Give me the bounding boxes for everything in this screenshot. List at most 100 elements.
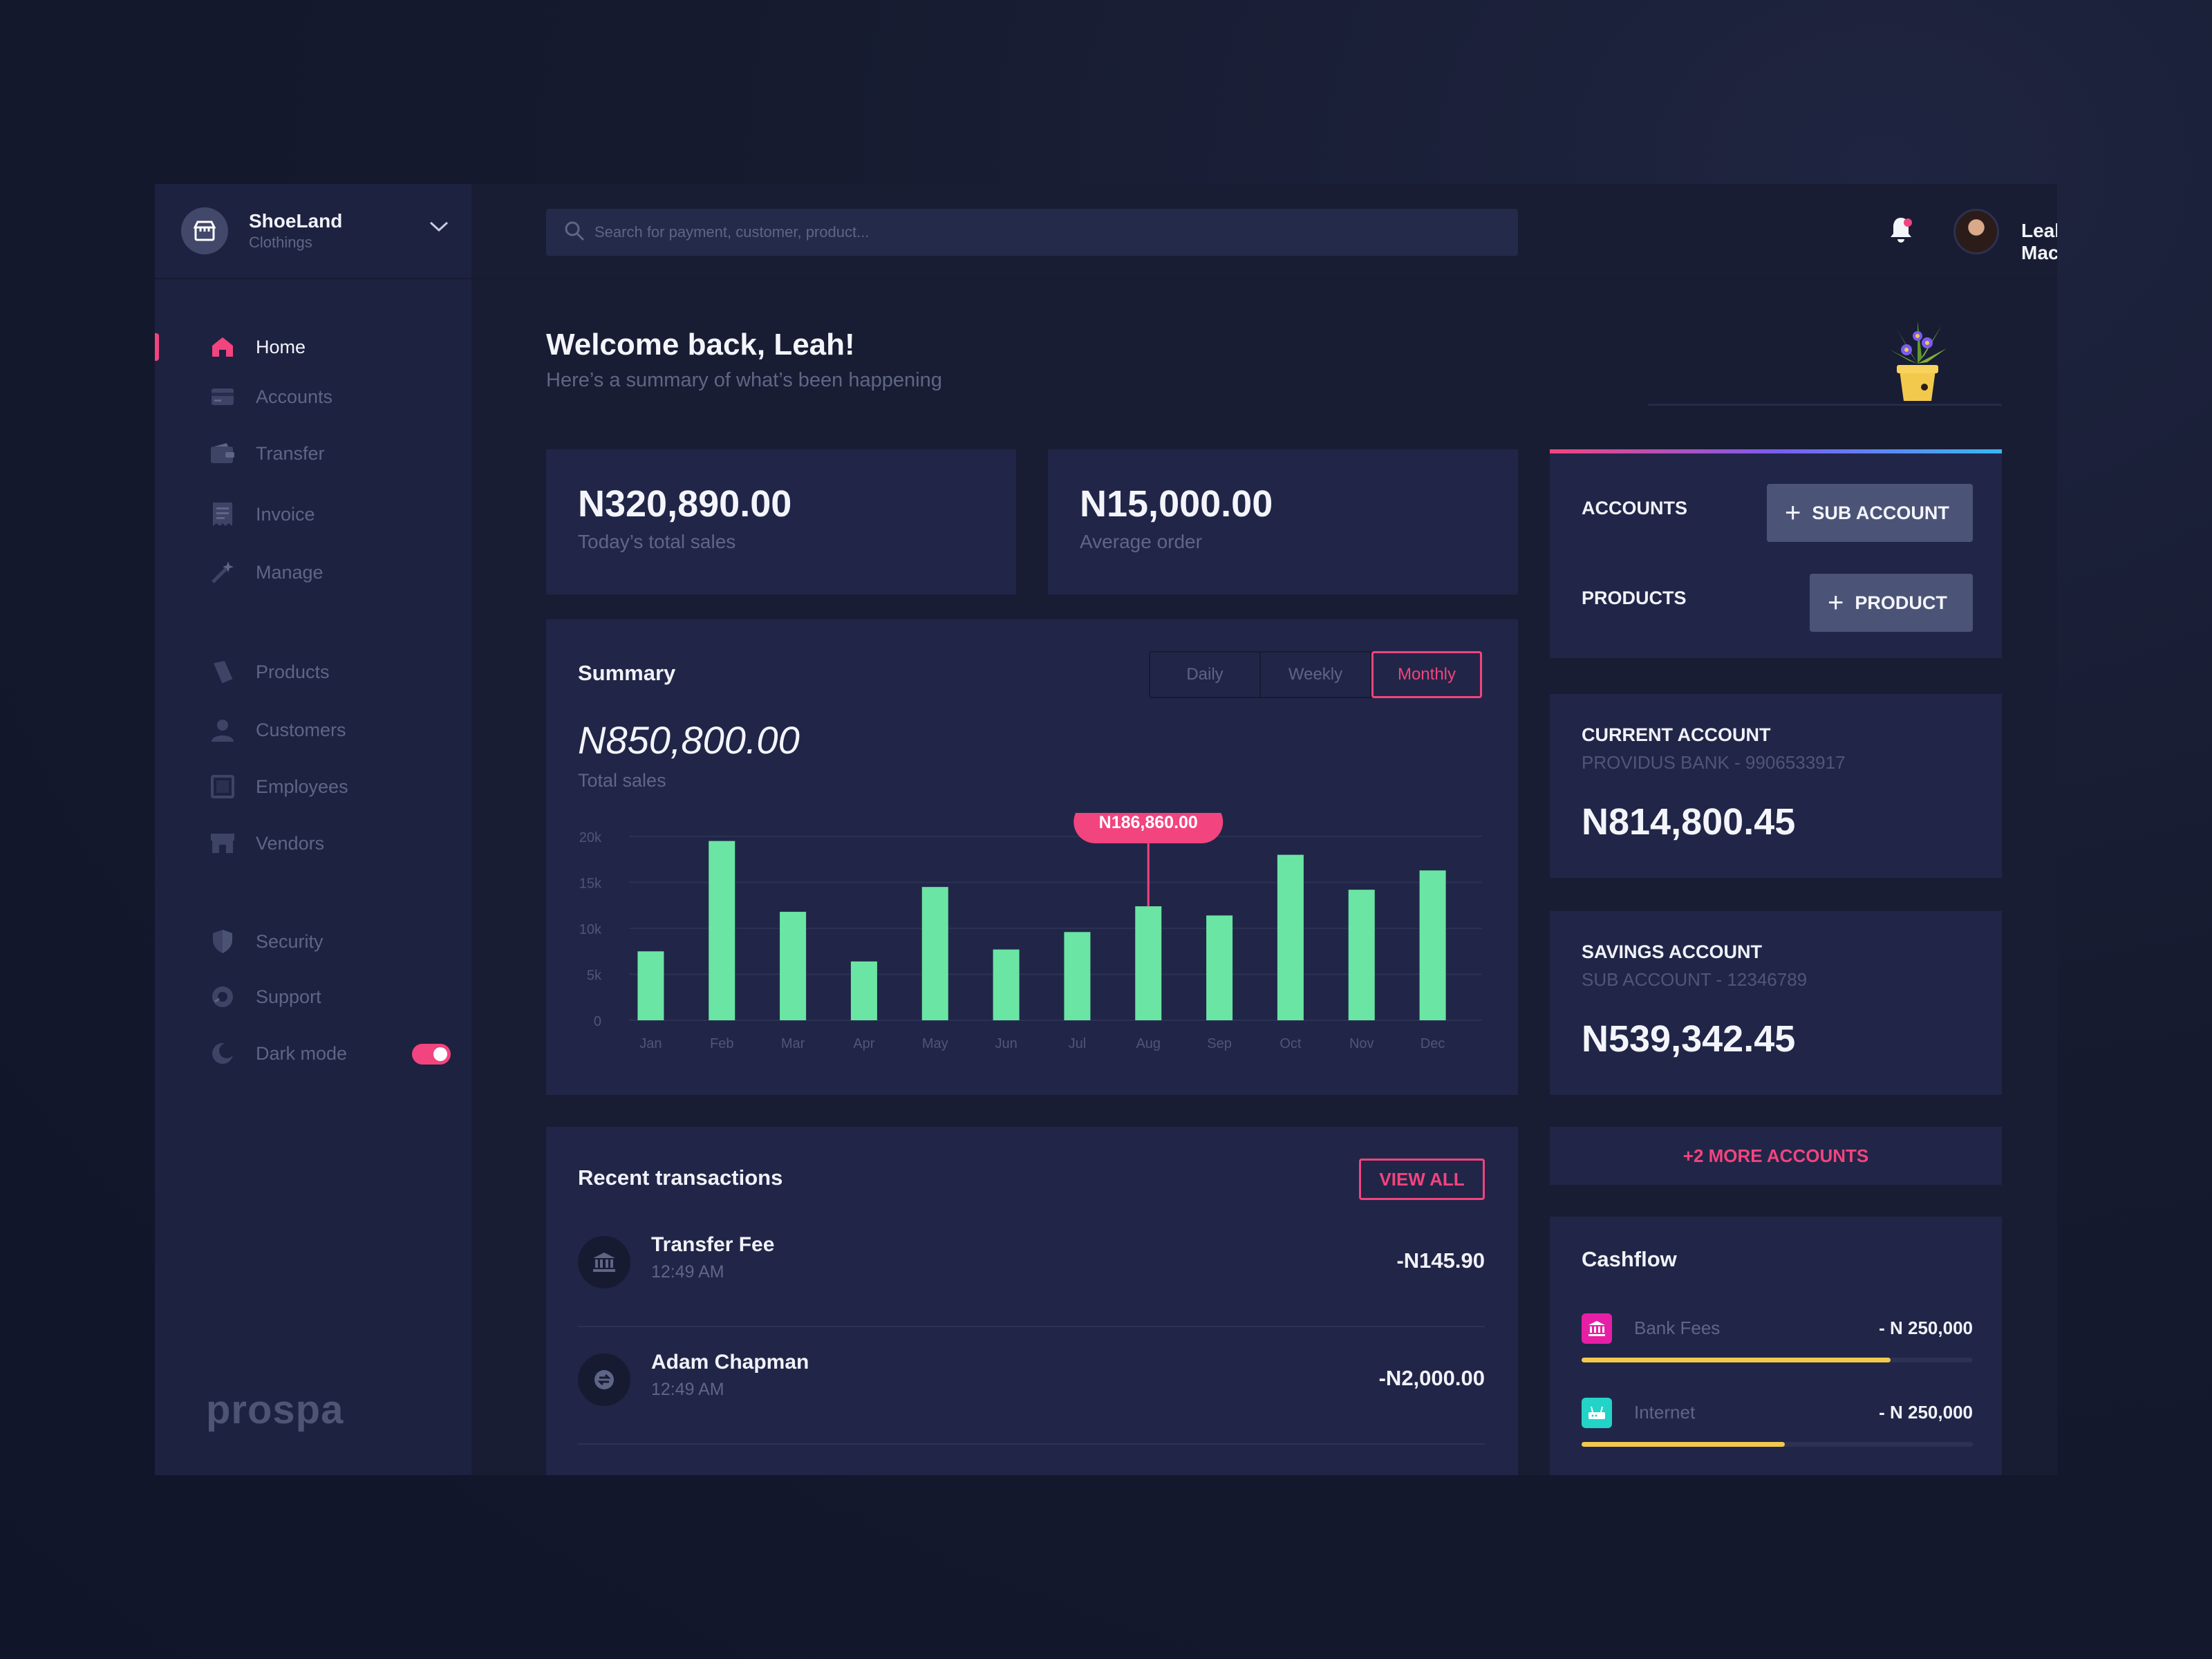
progress-fill	[1582, 1358, 1891, 1362]
stat-label: Today’s total sales	[578, 531, 736, 552]
account-balance: N539,342.45	[1582, 1018, 1796, 1060]
sidebar-item-label: Vendors	[256, 832, 325, 854]
x-tick-label: Jun	[995, 1036, 1017, 1051]
sidebar-item-manage[interactable]: Manage	[207, 556, 456, 589]
logo: prospa	[206, 1387, 344, 1432]
recent-transactions-card: Recent transactions VIEW ALL Transfer Fe…	[546, 1127, 1518, 1475]
business-category: Clothings	[249, 234, 312, 251]
summary-total: N850,800.00	[578, 718, 800, 762]
chart-bar	[1206, 915, 1233, 1020]
cashflow-label: Internet	[1634, 1402, 1696, 1423]
stat-label: Average order	[1080, 531, 1202, 552]
y-tick-label: 20k	[579, 830, 602, 845]
x-tick-label: Mar	[781, 1036, 805, 1051]
x-tick-label: Dec	[1421, 1036, 1445, 1051]
business-name: ShoeLand	[249, 210, 343, 232]
user-name[interactable]: Leah Macharia	[2021, 220, 2057, 263]
chart-bar	[637, 951, 664, 1020]
chevron-down-icon[interactable]	[429, 220, 449, 237]
transaction-time: 12:49 AM	[651, 1380, 724, 1399]
summary-card: Summary Daily Weekly Monthly N850,800.00…	[546, 619, 1518, 1095]
more-accounts-link[interactable]: +2 MORE ACCOUNTS	[1683, 1145, 1869, 1166]
sidebar-item-home[interactable]: Home	[207, 330, 456, 364]
table-row[interactable]: Transfer Fee 12:49 AM -N145.90	[578, 1210, 1485, 1327]
sidebar-item-label: Security	[256, 930, 324, 952]
products-label: PRODUCTS	[1582, 588, 1687, 608]
period-weekly[interactable]: Weekly	[1261, 653, 1371, 697]
sidebar-item-vendors[interactable]: Vendors	[207, 827, 456, 860]
account-balance: N814,800.45	[1582, 801, 1796, 843]
sidebar-item-invoice[interactable]: Invoice	[207, 498, 456, 531]
accounts-label: ACCOUNTS	[1582, 498, 1687, 518]
shield-icon	[207, 926, 238, 957]
badge-icon	[207, 771, 238, 802]
headset-icon	[207, 982, 238, 1012]
transaction-time: 12:49 AM	[651, 1262, 724, 1282]
sidebar-item-label: Accounts	[256, 386, 333, 407]
sidebar-item-support[interactable]: Support	[207, 980, 456, 1013]
stat-value: N320,890.00	[578, 483, 792, 525]
add-product-button[interactable]: + PRODUCT	[1810, 574, 1973, 632]
sidebar-item-transfer[interactable]: Transfer	[207, 437, 456, 470]
view-all-button[interactable]: VIEW ALL	[1359, 1159, 1485, 1200]
sidebar-item-label: Customers	[256, 719, 346, 740]
table-row[interactable]: Adam Chapman 12:49 AM -N2,000.00	[578, 1327, 1485, 1445]
sidebar-item-employees[interactable]: Employees	[207, 770, 456, 803]
sidebar-item-label: Support	[256, 986, 321, 1007]
top-bar: Leah Macharia	[471, 184, 2057, 279]
chart-bar	[1419, 870, 1446, 1020]
avatar[interactable]	[1953, 209, 1999, 254]
button-label: SUB ACCOUNT	[1812, 502, 1949, 523]
chart-bar	[921, 887, 948, 1020]
x-tick-label: Jan	[639, 1036, 662, 1051]
current-account-card[interactable]: CURRENT ACCOUNT PROVIDUS BANK - 99065339…	[1550, 694, 2002, 878]
add-sub-account-button[interactable]: + SUB ACCOUNT	[1767, 484, 1973, 542]
dashboard-app: ShoeLand Clothings Home Accounts Transfe…	[155, 184, 2057, 1475]
y-tick-label: 0	[594, 1014, 601, 1029]
sidebar-item-accounts[interactable]: Accounts	[207, 380, 456, 413]
sidebar-item-products[interactable]: Products	[207, 655, 456, 688]
wand-icon	[207, 557, 238, 588]
page-subtitle: Here’s a summary of what’s been happenin…	[546, 369, 942, 391]
period-daily[interactable]: Daily	[1150, 653, 1261, 697]
search-input[interactable]	[594, 223, 1424, 241]
quick-actions-card: ACCOUNTS + SUB ACCOUNT PRODUCTS + PRODUC…	[1550, 449, 2002, 658]
chart-bar	[1064, 932, 1091, 1020]
summary-title: Summary	[578, 661, 676, 685]
list-item: Internet - N 250,000	[1582, 1398, 1973, 1453]
sidebar-item-label: Home	[256, 336, 306, 357]
sidebar-item-label: Products	[256, 661, 330, 682]
transactions-title: Recent transactions	[578, 1165, 783, 1190]
sidebar-item-label: Invoice	[256, 503, 315, 525]
period-monthly[interactable]: Monthly	[1371, 651, 1482, 698]
sidebar-item-label: Dark mode	[256, 1042, 348, 1064]
page-title: Welcome back, Leah!	[546, 328, 855, 362]
account-title: SAVINGS ACCOUNT	[1582, 941, 1763, 962]
business-switcher[interactable]: ShoeLand Clothings	[155, 184, 471, 279]
cashflow-title: Cashflow	[1582, 1247, 1677, 1271]
home-icon	[207, 332, 238, 362]
sidebar-item-security[interactable]: Security	[207, 925, 456, 958]
active-indicator	[155, 333, 159, 361]
progress-track	[1582, 1358, 1973, 1362]
chart-bar	[709, 841, 735, 1020]
cashflow-label: Bank Fees	[1634, 1318, 1721, 1338]
person-icon	[207, 715, 238, 745]
sidebar: ShoeLand Clothings Home Accounts Transfe…	[155, 184, 471, 1475]
store-icon	[181, 207, 228, 254]
plus-icon: +	[1828, 588, 1844, 618]
dark-mode-toggle[interactable]	[412, 1044, 451, 1065]
tooltip-bubble	[1074, 813, 1224, 843]
x-tick-label: May	[922, 1036, 948, 1051]
chart-bar	[780, 912, 807, 1020]
moon-icon	[207, 1038, 238, 1069]
savings-account-card[interactable]: SAVINGS ACCOUNT SUB ACCOUNT - 12346789 N…	[1550, 911, 2002, 1095]
tag-icon	[207, 657, 238, 687]
bank-icon	[578, 1236, 630, 1288]
account-details: SUB ACCOUNT - 12346789	[1582, 969, 1808, 990]
chart-bar	[850, 961, 877, 1020]
chart-bar	[1348, 890, 1375, 1020]
receipt-icon	[207, 499, 238, 529]
sales-bar-chart: 0 5k 10k 15k 20k Jan Feb Mar Apr May Jun Jul Aug Sep O…	[579, 813, 1482, 1051]
sidebar-item-customers[interactable]: Customers	[207, 713, 456, 747]
